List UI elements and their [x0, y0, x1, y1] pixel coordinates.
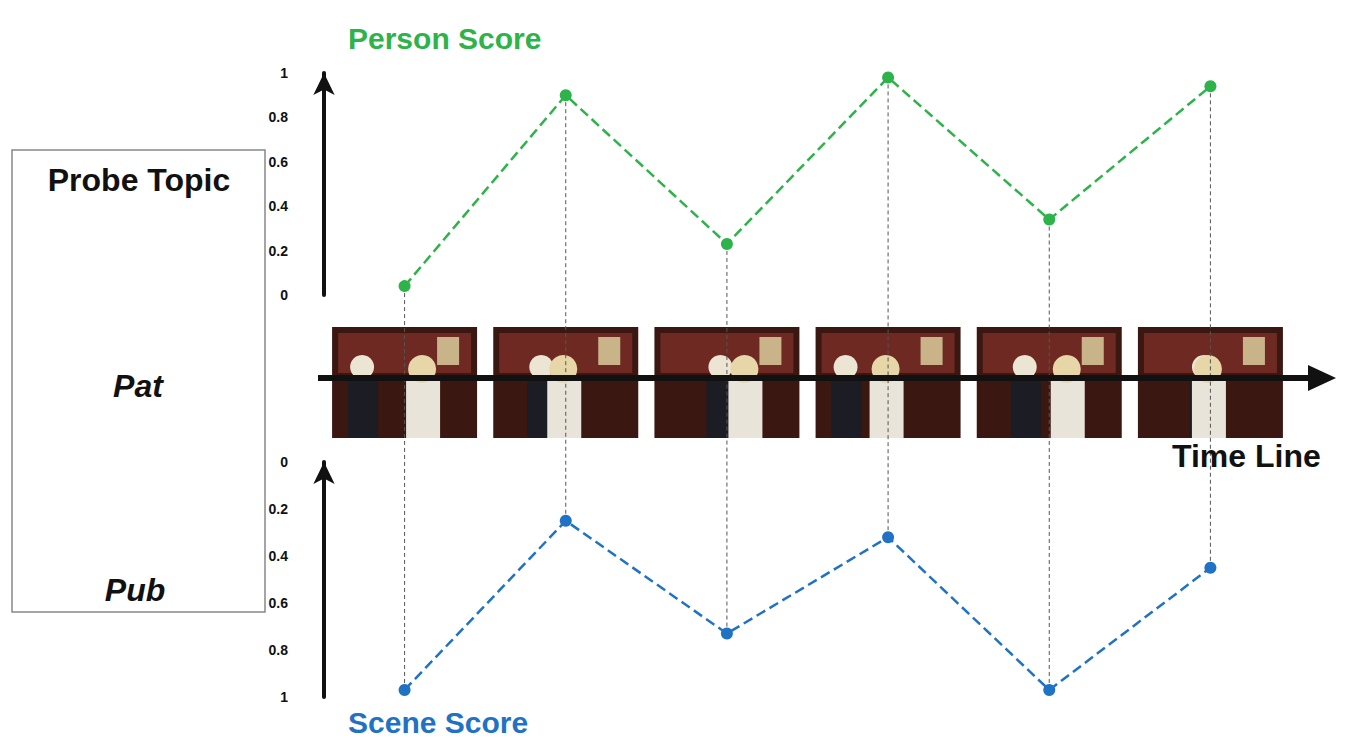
svg-text:0: 0 [280, 454, 288, 470]
svg-text:Pat: Pat [113, 368, 164, 404]
svg-text:0.8: 0.8 [269, 642, 289, 658]
svg-text:Probe Topic: Probe Topic [48, 162, 231, 198]
svg-text:0.6: 0.6 [269, 154, 289, 170]
svg-text:0.4: 0.4 [269, 548, 289, 564]
svg-text:0.6: 0.6 [269, 595, 289, 611]
svg-text:0.8: 0.8 [269, 109, 289, 125]
svg-text:0.4: 0.4 [269, 198, 289, 214]
svg-text:Person Score: Person Score [348, 22, 541, 55]
svg-text:Pub: Pub [105, 572, 165, 608]
svg-text:0.2: 0.2 [269, 501, 289, 517]
svg-text:1: 1 [280, 65, 288, 81]
svg-text:0.2: 0.2 [269, 243, 289, 259]
svg-text:Time Line: Time Line [1172, 438, 1321, 474]
svg-text:1: 1 [280, 689, 288, 705]
svg-text:0: 0 [280, 287, 288, 303]
svg-text:Scene Score: Scene Score [348, 706, 528, 739]
